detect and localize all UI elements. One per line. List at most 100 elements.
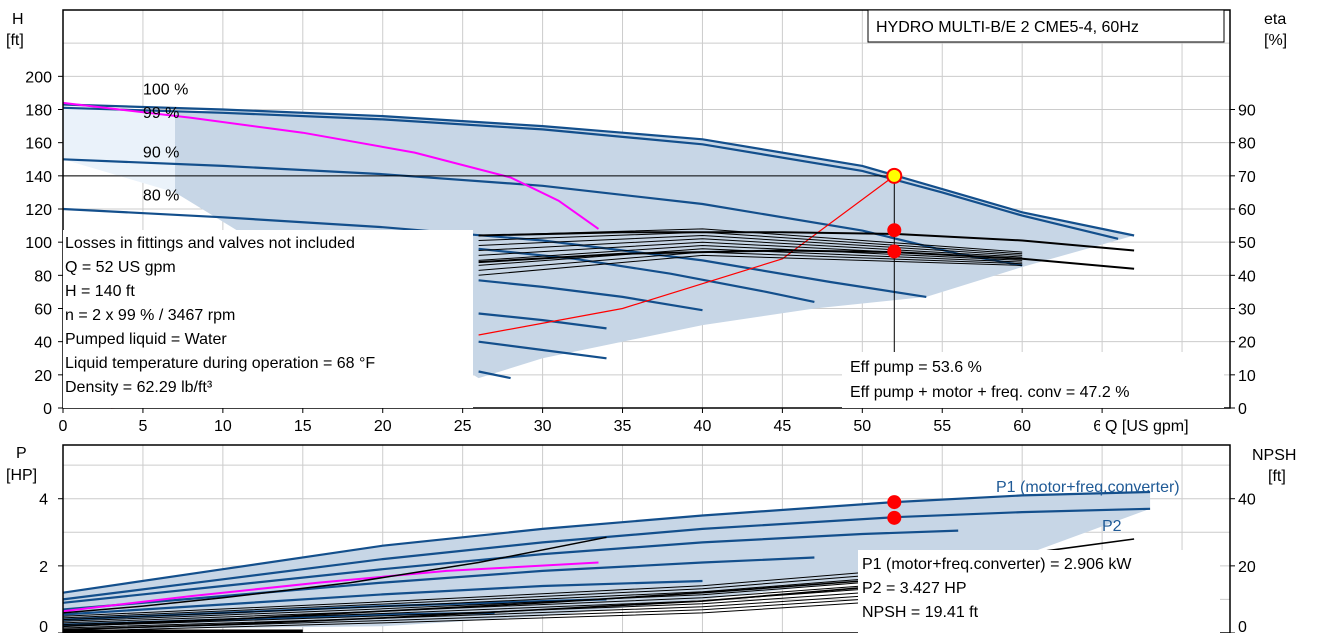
y-left-tick-label: 120 — [25, 202, 52, 219]
power-annotation: P2 = 3.427 HP — [862, 580, 967, 597]
y-right-tick-label: 70 — [1238, 169, 1256, 186]
y-left-tick-label: 180 — [25, 103, 52, 120]
head-curve-0 — [62, 103, 1135, 237]
y-left-tick-label: 20 — [34, 368, 52, 385]
npsh-tick-label: 20 — [1238, 559, 1256, 576]
y-left-tick-label: 0 — [43, 401, 52, 418]
head-curve-4 — [478, 247, 815, 303]
x-tick-label: 55 — [933, 418, 951, 435]
y-right-title-line2: [%] — [1264, 32, 1287, 49]
power-annotation: NPSH = 19.41 ft — [862, 604, 979, 621]
x-axis-title: Q [US gpm] — [1105, 418, 1189, 435]
speed-label: 90 % — [143, 145, 179, 162]
y-right-tick-label: 40 — [1238, 268, 1256, 285]
efficiency-fan-line — [478, 234, 1023, 256]
y-right-tick-label: 20 — [1238, 335, 1256, 352]
npsh-tick-label: 0 — [1238, 619, 1247, 633]
y-right-tick-label: 60 — [1238, 202, 1256, 219]
chart-title: HYDRO MULTI-B/E 2 CME5-4, 60Hz — [876, 19, 1139, 36]
npsh-fan-line — [62, 592, 863, 627]
p-tick-label: 4 — [39, 492, 48, 509]
x-tick-label: 60 — [1013, 418, 1031, 435]
right-annotations: Eff pump = 53.6 % Eff pump + motor + freq… — [850, 359, 1129, 401]
y-left-tick-label: 140 — [25, 169, 52, 186]
npsh-axis-title-line1: NPSH — [1252, 447, 1296, 464]
annotation-line: Liquid temperature during operation = 68… — [65, 355, 375, 372]
x-tick-label: 25 — [454, 418, 472, 435]
efficiency-fan-line — [478, 241, 1023, 260]
operating-point-marker — [886, 167, 903, 184]
efficiency-annotation: Eff pump = 53.6 % — [850, 359, 982, 376]
head-curve-11 — [478, 231, 1135, 252]
right-annotation-box — [842, 352, 1224, 408]
y-right-tick-label: 50 — [1238, 235, 1256, 252]
speed-label: 80 % — [143, 188, 179, 205]
npsh-fan-line — [62, 578, 863, 621]
bottom-curves — [62, 490, 1151, 633]
x-tick-label: 30 — [534, 418, 552, 435]
annotation-line: Losses in fittings and valves not includ… — [65, 235, 355, 252]
power-curve-7 — [62, 561, 599, 613]
efficiency-fan-line — [478, 251, 1023, 271]
x-tick-label: 20 — [374, 418, 392, 435]
p-axis-title-line1: P — [16, 445, 27, 462]
operating-markers — [886, 167, 903, 525]
y-left-tick-label: 60 — [34, 302, 52, 319]
title-box — [867, 9, 1225, 43]
head-curve-7 — [478, 340, 607, 360]
speed-label: 100 % — [143, 82, 188, 99]
npsh-fan-line — [62, 575, 863, 619]
head-curve-3 — [62, 207, 927, 298]
annotation-line: Pumped liquid = Water — [65, 331, 227, 348]
x-tick-label: 45 — [773, 418, 791, 435]
efficiency-fan-line — [478, 248, 1023, 266]
annotation-line: Q = 52 US gpm — [65, 259, 176, 276]
efficiency-fan-line — [478, 254, 1023, 276]
speed-label: 99 % — [143, 105, 179, 122]
head-curve-1 — [62, 106, 1119, 240]
low-speed-band — [63, 104, 175, 193]
y-right-title-line1: eta — [1264, 11, 1286, 28]
npsh-fan-line — [62, 598, 863, 631]
p1-series-label: P1 (motor+freq.converter) — [996, 479, 1180, 496]
y-right-tick-label: 10 — [1238, 368, 1256, 385]
head-curve-8 — [478, 370, 511, 380]
efficiency-fan-line — [478, 238, 1023, 258]
x-tick-label: 40 — [694, 418, 712, 435]
head-curve-10 — [478, 175, 895, 336]
efficiency-point-marker — [887, 244, 902, 259]
power-curve-1 — [62, 507, 1151, 601]
y-left-tick-label: 200 — [25, 69, 52, 86]
power-curve-3 — [62, 556, 815, 611]
y-left-tick-label: 160 — [25, 136, 52, 153]
top-curves — [62, 101, 1135, 409]
left-annotations: Losses in fittings and valves not includ… — [65, 235, 375, 396]
power-annotation: P1 (motor+freq.converter) = 2.906 kW — [862, 556, 1132, 573]
head-curve-9 — [62, 101, 600, 230]
x-tick-label: 10 — [214, 418, 232, 435]
y-right-tick-label: 0 — [1238, 401, 1247, 418]
power-point-marker — [887, 495, 902, 510]
efficiency-annotation: Eff pump + motor + freq. conv = 47.2 % — [850, 384, 1129, 401]
speed-labels: 100 % 99 % 90 % 80 % — [143, 82, 188, 205]
power-curve-4 — [62, 579, 703, 616]
annotation-line: n = 2 x 99 % / 3467 rpm — [65, 307, 235, 324]
head-curve-12 — [478, 249, 1135, 270]
y-left-tick-label: 100 — [25, 235, 52, 252]
bottom-annotation-box — [858, 550, 1220, 633]
annotation-line: H = 140 ft — [65, 283, 135, 300]
x-tick-label: 50 — [853, 418, 871, 435]
x-tick-label: 15 — [294, 418, 312, 435]
top-plot-frame — [62, 9, 1231, 409]
p-tick-label: 0 — [39, 619, 48, 633]
top-grid — [62, 10, 1230, 409]
left-annotation-box — [63, 230, 473, 408]
y-right-tick-label: 90 — [1238, 103, 1256, 120]
efficiency-point-marker — [887, 223, 902, 238]
npsh-fan-line — [62, 595, 863, 629]
x-title-bg — [1100, 414, 1218, 436]
power-curve-8 — [62, 536, 607, 614]
x-tick-label: 5 — [138, 418, 147, 435]
p-axis-title-line2: [HP] — [6, 467, 37, 484]
